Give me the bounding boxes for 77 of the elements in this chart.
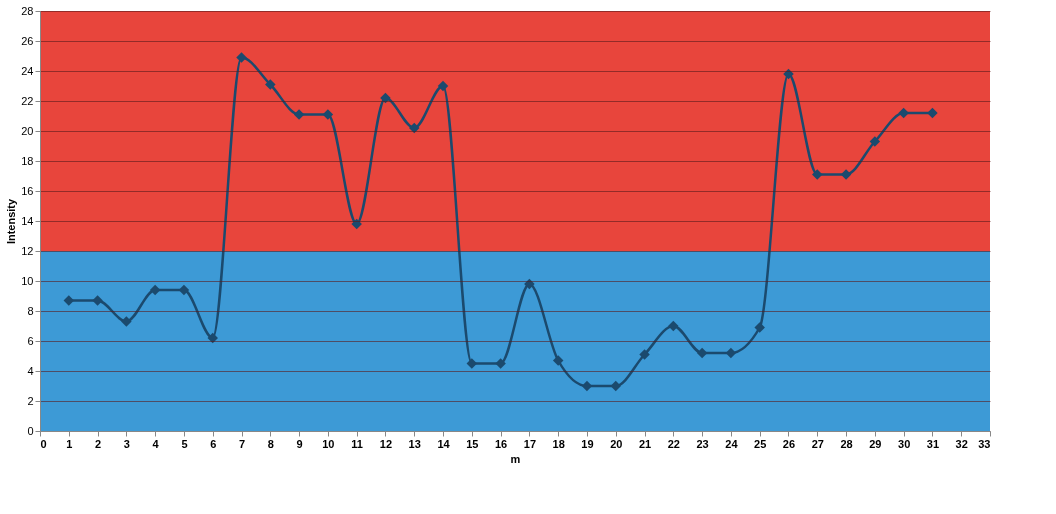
x-tick-label: 1: [66, 437, 73, 450]
point: [840, 169, 852, 180]
x-tick-label: 18: [552, 437, 565, 450]
point: [351, 218, 362, 230]
y-tick-label: 6: [27, 334, 34, 347]
x-tick-label: 20: [610, 437, 623, 450]
x-tick-label: 31: [926, 437, 940, 450]
x-tick-label: 12: [379, 437, 393, 450]
point: [610, 380, 621, 392]
x-tick-label: 8: [267, 437, 274, 450]
x-tick-label: 23: [696, 437, 709, 450]
point: [696, 347, 708, 359]
y-tick-label: 2: [27, 394, 34, 407]
x-tick-label: 4: [152, 437, 160, 450]
point: [552, 355, 564, 366]
x-tick-label: 14: [437, 437, 451, 450]
x-tick-label: 3: [123, 437, 130, 450]
x-tick-label: 15: [466, 437, 479, 450]
point: [898, 107, 909, 119]
y-tick-label: 14: [21, 214, 34, 227]
y-tick-label: 28: [21, 4, 34, 17]
x-tick-label: 2: [95, 437, 102, 450]
x-tick-label: 29: [869, 437, 882, 450]
x-tick-label: 30: [898, 437, 911, 450]
x-tick-label: 5: [181, 437, 188, 450]
x-tick-label: 9: [296, 437, 303, 450]
y-tick-label: 22: [21, 94, 34, 107]
x-tick-label: 32: [955, 437, 968, 450]
point: [380, 92, 391, 104]
y-axis-title: Intensity: [5, 198, 18, 245]
x-tick-label: 17: [523, 437, 537, 450]
x-tick-label: 16: [494, 437, 508, 450]
point: [322, 109, 334, 120]
y-tick-label: 18: [21, 154, 34, 167]
x-tick-label: 26: [782, 437, 796, 450]
y-tick-label: 10: [21, 274, 34, 287]
y-tick-label: 24: [21, 64, 34, 77]
y-tick-label: 26: [21, 34, 34, 47]
x-tick-label: 21: [638, 437, 652, 450]
point: [754, 322, 765, 333]
point: [812, 169, 823, 180]
point: [207, 332, 218, 344]
x-tick-label: 33: [978, 437, 991, 450]
x-tick-label: 24: [725, 437, 739, 450]
point: [668, 320, 679, 332]
point: [121, 316, 132, 327]
point: [495, 358, 506, 369]
x-tick-label: 28: [840, 437, 853, 450]
y-tick-label: 16: [21, 184, 34, 197]
x-tick-label: 22: [667, 437, 680, 450]
x-tick-label: 10: [322, 437, 335, 450]
x-tick-label: 27: [811, 437, 824, 450]
point: [265, 79, 276, 90]
point: [869, 136, 881, 147]
point: [409, 122, 420, 134]
x-tick-label: 7: [238, 437, 246, 450]
x-tick-label: 0: [40, 437, 47, 450]
point: [639, 349, 650, 360]
x-tick-label: 19: [581, 437, 594, 450]
point: [437, 80, 449, 92]
x-tick-label: 25: [754, 437, 767, 450]
y-tick-label: 4: [27, 364, 34, 377]
y-tick-label: 0: [27, 424, 34, 437]
x-tick-label: 6: [210, 437, 217, 450]
point: [927, 107, 938, 119]
y-tick-label: 12: [21, 244, 34, 257]
x-axis-title: m: [510, 452, 521, 465]
point: [524, 278, 535, 290]
point: [92, 295, 103, 306]
x-tick-label: 11: [351, 437, 363, 450]
point: [293, 109, 305, 120]
y-tick-label: 8: [27, 304, 34, 317]
y-tick-label: 20: [21, 124, 34, 137]
point: [149, 284, 161, 296]
point: [783, 68, 794, 80]
point: [236, 52, 247, 63]
x-tick-label: 13: [408, 437, 421, 450]
